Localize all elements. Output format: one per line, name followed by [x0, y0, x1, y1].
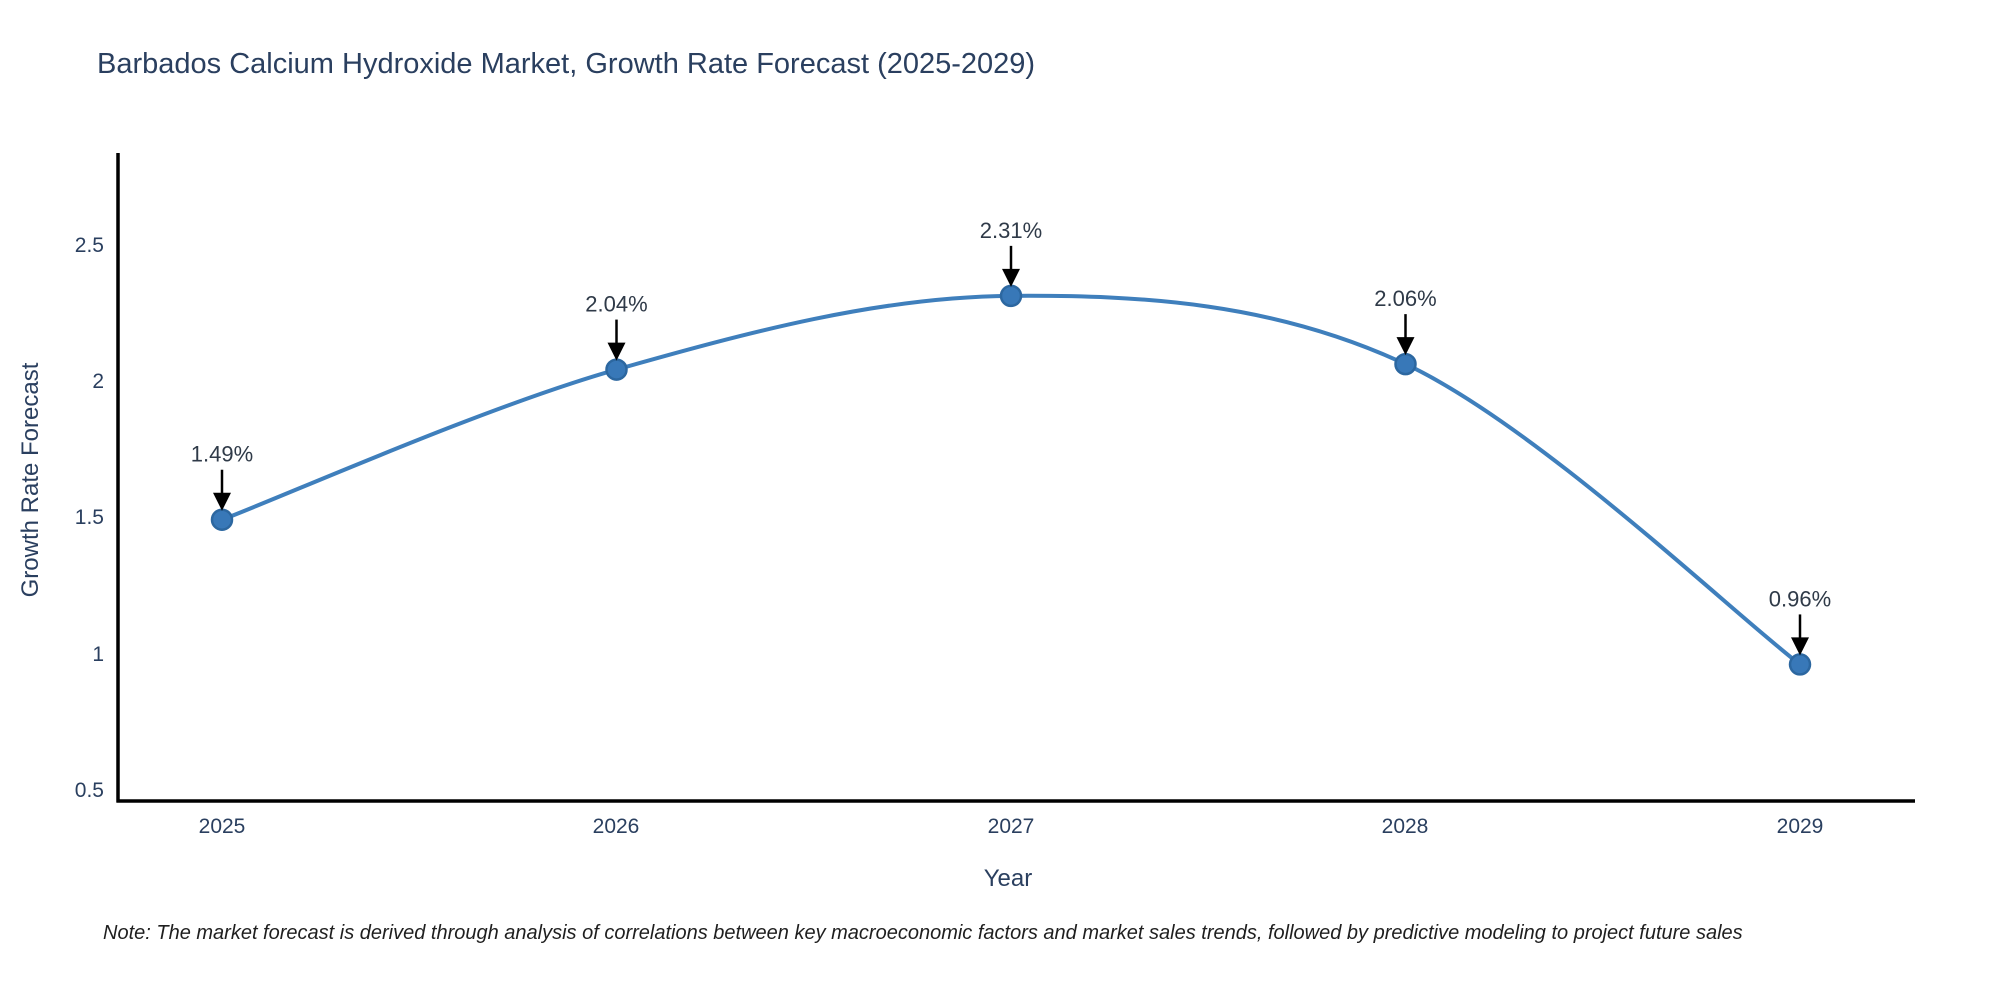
- footnote: Note: The market forecast is derived thr…: [103, 922, 1743, 944]
- x-tick-label: 2027: [988, 815, 1035, 838]
- data-point-2028: [1394, 352, 1417, 376]
- data-point-2025: [210, 508, 234, 531]
- annotation-arrowhead: [1002, 268, 1020, 287]
- series-layer: [210, 284, 1812, 676]
- data-point-2027: [999, 284, 1023, 308]
- series-line: [221, 293, 1802, 667]
- x-axis-title: Year: [984, 865, 1033, 892]
- x-tick-label: 2029: [1777, 815, 1824, 838]
- y-tick-label: 2.5: [75, 234, 104, 257]
- annotation-arrowhead: [213, 492, 231, 511]
- x-tick-label: 2025: [199, 815, 246, 838]
- chart-title: Barbados Calcium Hydroxide Market, Growt…: [97, 48, 1036, 80]
- y-axis-title: Growth Rate Forecast: [17, 362, 44, 597]
- x-tick-label: 2026: [593, 815, 640, 838]
- point-label: 1.49%: [191, 442, 253, 467]
- x-tick-label: 2028: [1382, 815, 1429, 838]
- data-point-2026: [605, 358, 628, 381]
- y-tick-label: 2: [92, 370, 104, 393]
- annotation-arrowhead: [1791, 637, 1809, 656]
- point-label: 2.31%: [980, 218, 1042, 243]
- y-tick-label: 0.5: [75, 779, 104, 802]
- point-label: 2.04%: [585, 292, 647, 317]
- point-label: 0.96%: [1769, 586, 1831, 611]
- annotation-arrowhead: [607, 342, 626, 361]
- y-tick-label: 1.5: [75, 506, 104, 529]
- y-tick-label: 1: [92, 643, 104, 666]
- annotation-arrowhead: [1396, 337, 1415, 356]
- data-point-2029: [1788, 653, 1812, 676]
- point-label: 2.06%: [1374, 286, 1436, 311]
- annotations-layer: 1.49% 2.04% 2.31% 2.06% 0.96%: [191, 218, 1831, 656]
